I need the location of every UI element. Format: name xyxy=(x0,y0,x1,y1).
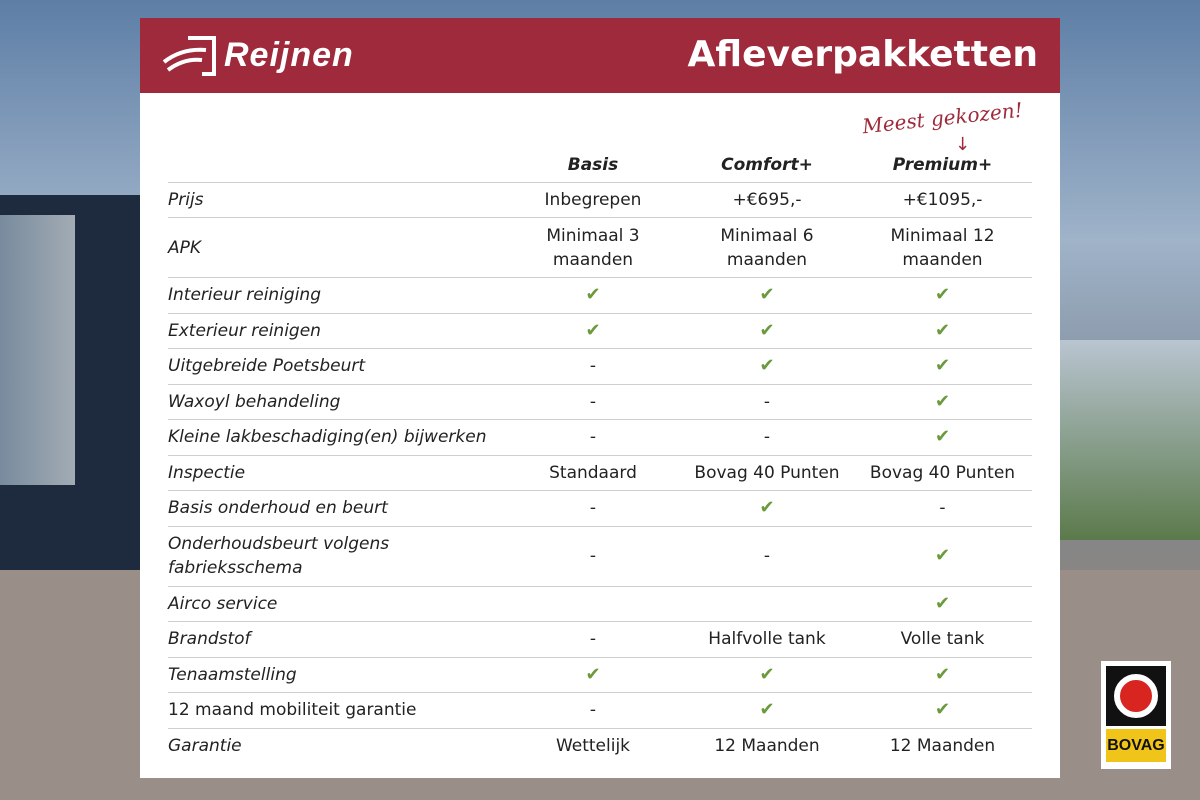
cell-value: - xyxy=(505,490,681,526)
table-row: Kleine lakbeschadiging(en) bijwerken - - ✔ xyxy=(168,419,1032,455)
table-row: Basis onderhoud en beurt - ✔ - xyxy=(168,490,1032,526)
row-label: Basis onderhoud en beurt xyxy=(168,490,505,526)
cell-value: +€1095,- xyxy=(853,181,1032,218)
check-icon: ✔ xyxy=(853,348,1032,384)
cell-value: - xyxy=(681,419,853,455)
row-label: Kleine lakbeschadiging(en) bijwerken xyxy=(168,419,505,455)
arrow-down-icon: ↓ xyxy=(955,134,971,155)
cell-value: - xyxy=(681,525,853,586)
check-icon: ✔ xyxy=(853,585,1032,622)
table-row: Exterieur reinigen ✔ ✔ ✔ xyxy=(168,312,1032,349)
table-row: Inspectie Standaard Bovag 40 Punten Bovag 4… xyxy=(168,454,1032,491)
header-bar: Reijnen Afleverpakketten xyxy=(140,18,1060,93)
row-label: Exterieur reinigen xyxy=(168,312,505,349)
package-card: Reijnen Afleverpakketten Meest gekozen! … xyxy=(140,18,1060,778)
check-icon: ✔ xyxy=(681,490,853,526)
cell-value: +€695,- xyxy=(681,181,853,218)
table-row: Waxoyl behandeling - - ✔ xyxy=(168,383,1032,420)
table-row: APK Minimaal 3 maanden Minimaal 6 maanden M… xyxy=(168,217,1032,278)
cell-value: - xyxy=(505,621,681,657)
row-label: Onderhoudsbeurt volgens fabrieksschema xyxy=(168,525,505,586)
row-label: Uitgebreide Poetsbeurt xyxy=(168,348,505,384)
table-row: Brandstof - Halfvolle tank Volle tank xyxy=(168,621,1032,657)
cell-value: Minimaal 3 maanden xyxy=(505,217,681,278)
row-label: Waxoyl behandeling xyxy=(168,383,505,420)
check-icon: ✔ xyxy=(505,656,681,693)
column-header: Basis xyxy=(567,155,619,175)
cell-value xyxy=(505,585,681,622)
check-icon: ✔ xyxy=(681,312,853,349)
cell-value: Minimaal 6 maanden xyxy=(681,217,853,278)
most-chosen-annotation: Meest gekozen! xyxy=(861,97,1024,139)
cell-value: 12 Maanden xyxy=(853,727,1032,764)
table-row: Interieur reiniging ✔ ✔ ✔ xyxy=(168,277,1032,313)
column-header: Premium+ xyxy=(892,155,993,175)
row-label: Tenaamstelling xyxy=(168,656,505,693)
check-icon: ✔ xyxy=(505,277,681,313)
table-row: Onderhoudsbeurt volgens fabrieksschema - -… xyxy=(168,525,1032,586)
check-icon: ✔ xyxy=(681,692,853,728)
table-row: Garantie Wettelijk 12 Maanden 12 Maanden xyxy=(168,727,1032,764)
bovag-badge: BOVAG xyxy=(1101,661,1171,769)
check-icon: ✔ xyxy=(681,277,853,313)
row-label: Inspectie xyxy=(168,454,505,491)
cell-value: - xyxy=(505,348,681,384)
cell-value: Halfvolle tank xyxy=(681,621,853,657)
car-logo-icon xyxy=(162,36,216,76)
cell-value: Bovag 40 Punten xyxy=(681,454,853,491)
check-icon: ✔ xyxy=(853,383,1032,420)
column-header: Comfort+ xyxy=(721,155,813,175)
row-label: Airco service xyxy=(168,585,505,622)
cell-value: Inbegrepen xyxy=(505,181,681,218)
row-label: 12 maand mobiliteit garantie xyxy=(168,692,505,728)
row-label: APK xyxy=(168,217,505,278)
table-row: 12 maand mobiliteit garantie - ✔ ✔ xyxy=(168,692,1032,728)
check-icon: ✔ xyxy=(853,525,1032,586)
check-icon: ✔ xyxy=(505,312,681,349)
cell-value: - xyxy=(505,419,681,455)
check-icon: ✔ xyxy=(853,656,1032,693)
cell-value: - xyxy=(681,383,853,420)
background-scene xyxy=(1060,340,1200,540)
cell-value: Volle tank xyxy=(853,621,1032,657)
table-row: Tenaamstelling ✔ ✔ ✔ xyxy=(168,656,1032,693)
row-label: Interieur reiniging xyxy=(168,277,505,313)
table-row: Prijs Inbegrepen +€695,- +€1095,- xyxy=(168,181,1032,218)
table-row: Airco service ✔ xyxy=(168,585,1032,622)
cell-value: Bovag 40 Punten xyxy=(853,454,1032,491)
row-label: Brandstof xyxy=(168,621,505,657)
cell-value: - xyxy=(505,525,681,586)
check-icon: ✔ xyxy=(853,692,1032,728)
row-label: Garantie xyxy=(168,727,505,764)
comparison-table: Basis Comfort+ Premium+ Prijs Inbegrepen +… xyxy=(168,155,1032,764)
cell-value xyxy=(681,585,853,622)
cell-value: - xyxy=(505,692,681,728)
cell-value: Minimaal 12 maanden xyxy=(853,217,1032,278)
row-label: Prijs xyxy=(168,181,505,218)
cell-value: 12 Maanden xyxy=(681,727,853,764)
background-building xyxy=(0,195,140,575)
check-icon: ✔ xyxy=(853,419,1032,455)
page-title: Afleverpakketten xyxy=(687,34,1038,75)
table-row: Uitgebreide Poetsbeurt - ✔ ✔ xyxy=(168,348,1032,384)
cell-value: - xyxy=(853,490,1032,526)
cell-value: - xyxy=(505,383,681,420)
cell-value: Standaard xyxy=(505,454,681,491)
check-icon: ✔ xyxy=(681,348,853,384)
check-icon: ✔ xyxy=(853,312,1032,349)
cell-value: Wettelijk xyxy=(505,727,681,764)
check-icon: ✔ xyxy=(681,656,853,693)
check-icon: ✔ xyxy=(853,277,1032,313)
